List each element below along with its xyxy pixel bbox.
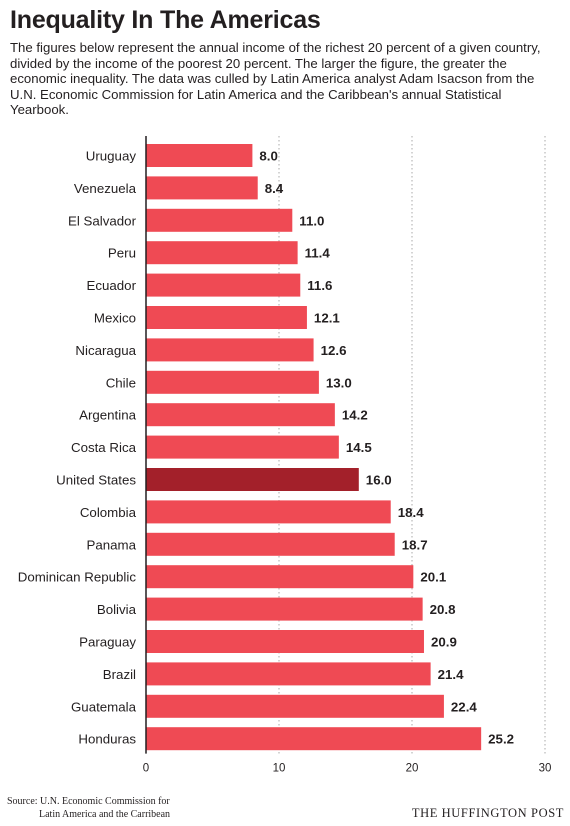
category-label: Paraguay: [79, 635, 136, 650]
value-label: 8.4: [265, 181, 284, 196]
value-label: 11.6: [307, 278, 332, 293]
value-label: 21.4: [438, 667, 464, 682]
category-label: Ecuador: [86, 278, 136, 293]
value-label: 18.4: [398, 505, 424, 520]
bar-peru: [146, 241, 298, 265]
bar-dominican-republic: [146, 565, 414, 589]
value-label: 18.7: [402, 537, 428, 552]
bar-honduras: [146, 727, 482, 751]
bar-colombia: [146, 500, 391, 524]
publisher-brand: THE HUFFINGTON POST: [411, 806, 564, 820]
bar-venezuela: [146, 176, 258, 200]
category-label: Guatemala: [71, 699, 137, 714]
source-line-1: Source: U.N. Economic Commission for: [7, 796, 170, 807]
bar-mexico: [146, 306, 307, 329]
category-label: United States: [56, 473, 136, 488]
category-label: Nicaragua: [75, 343, 136, 358]
value-label: 22.4: [451, 699, 477, 714]
bar-chart: Uruguay 8.0 Venezuela 8.4 El Salvador 11.0 Per…: [18, 136, 552, 775]
category-label: Chile: [106, 375, 136, 390]
value-label: 12.1: [314, 311, 340, 326]
category-label: Venezuela: [74, 181, 137, 196]
source-line-2: Latin America and the Carribean: [39, 809, 171, 820]
value-label: 12.6: [321, 343, 347, 358]
category-label: Costa Rica: [71, 440, 137, 455]
category-label: Bolivia: [97, 602, 137, 617]
bar-costa-rica: [146, 435, 339, 459]
category-label: Colombia: [80, 505, 137, 520]
bar-chile: [146, 370, 319, 394]
x-tick-label: 20: [406, 763, 419, 775]
x-tick-label: 10: [273, 763, 286, 775]
bar-el-salvador: [146, 208, 293, 232]
value-label: 8.0: [259, 149, 278, 164]
x-tick-label: 30: [539, 763, 552, 775]
chart-subtitle: The figures below represent the annual i…: [10, 40, 541, 118]
category-label: Dominican Republic: [18, 570, 137, 585]
value-label: 25.2: [488, 732, 514, 747]
value-label: 14.2: [342, 408, 368, 423]
bar-bolivia: [146, 597, 423, 621]
bar-guatemala: [146, 694, 444, 718]
bar-brazil: [146, 662, 431, 686]
value-label: 16.0: [366, 473, 392, 488]
value-label: 11.4: [305, 246, 331, 261]
value-label: 11.0: [299, 213, 324, 228]
value-label: 20.1: [420, 570, 446, 585]
bar-argentina: [146, 403, 335, 427]
category-label: Argentina: [79, 408, 137, 423]
category-label: Panama: [86, 537, 136, 552]
value-label: 14.5: [346, 440, 372, 455]
bar-uruguay: [146, 144, 253, 167]
bar-panama: [146, 532, 395, 556]
category-label: Peru: [108, 246, 136, 261]
category-label: Uruguay: [86, 149, 137, 164]
category-label: El Salvador: [68, 213, 137, 228]
x-tick-label: 0: [143, 763, 149, 775]
bar-nicaragua: [146, 338, 314, 362]
chart-title: Inequality In The Americas: [10, 6, 321, 34]
value-label: 20.8: [430, 602, 456, 617]
bar-paraguay: [146, 630, 424, 653]
source-note: Source: U.N. Economic Commission for Lat…: [7, 795, 227, 821]
category-label: Honduras: [78, 732, 136, 747]
bar-ecuador: [146, 273, 301, 297]
value-label: 20.9: [431, 635, 457, 650]
category-label: Mexico: [94, 311, 136, 326]
category-label: Brazil: [103, 667, 136, 682]
value-label: 13.0: [326, 375, 352, 390]
bar-united-states: [146, 468, 359, 491]
